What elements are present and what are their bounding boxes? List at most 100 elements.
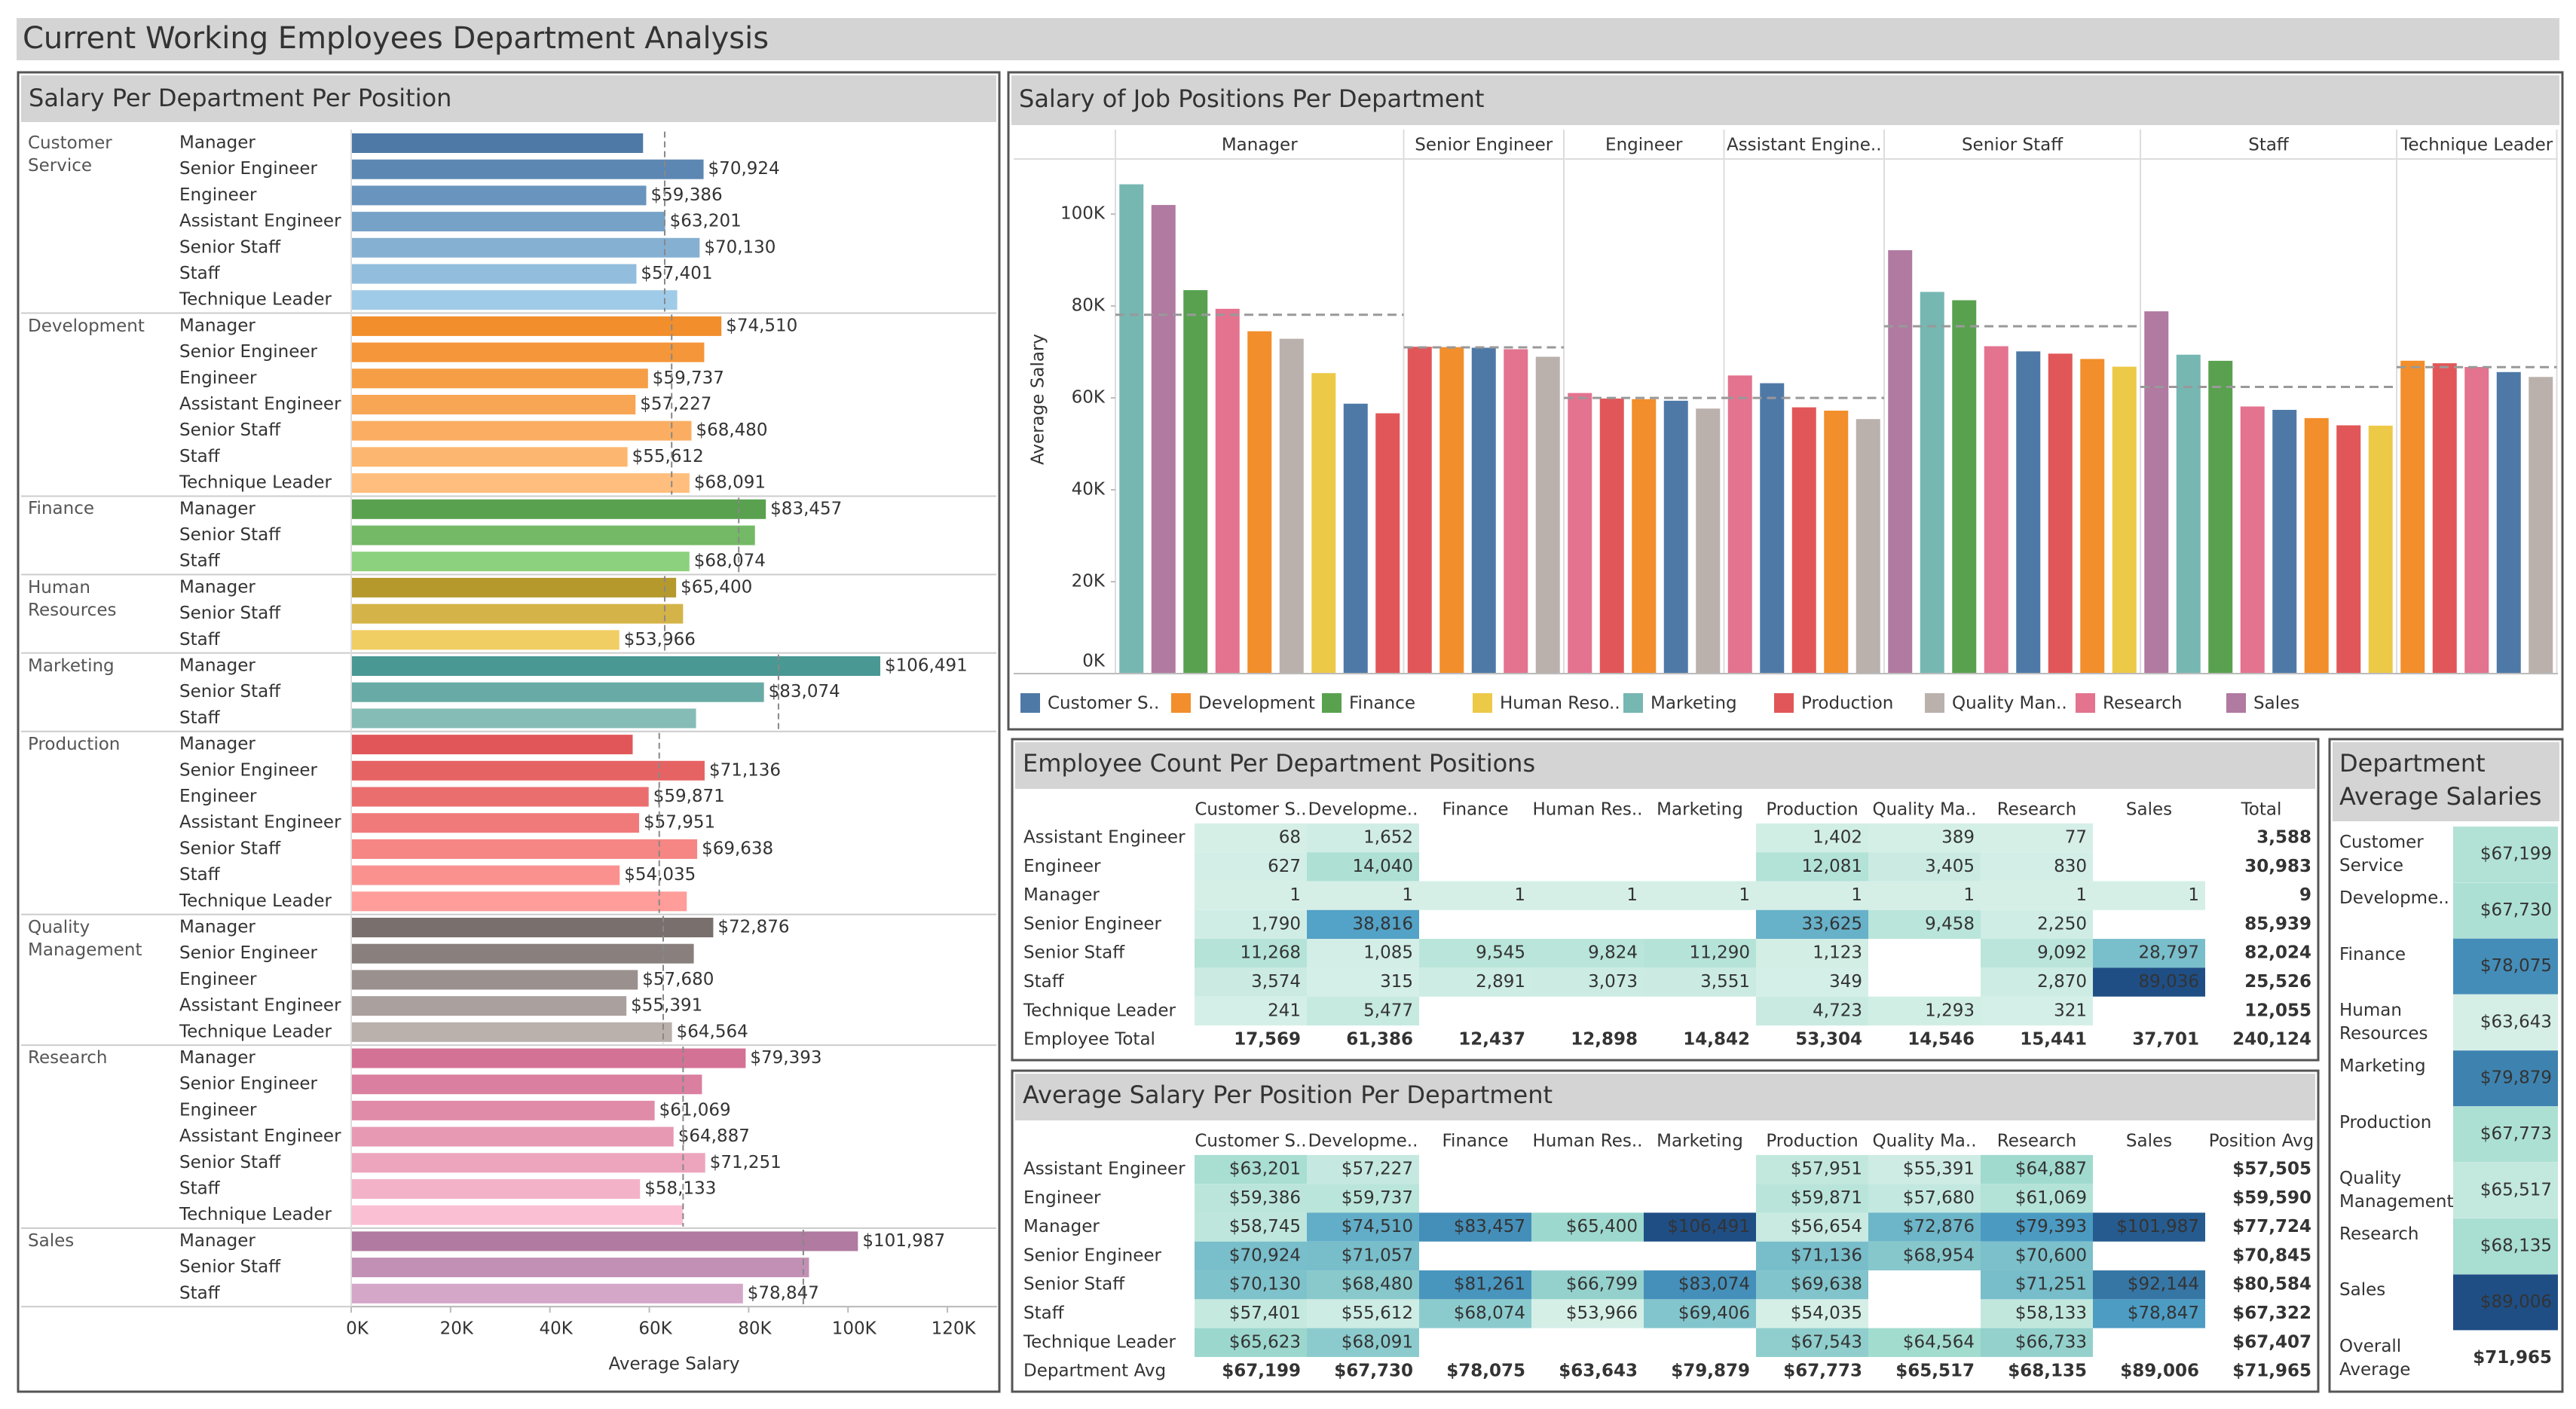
bar (351, 552, 690, 572)
position-label: Senior Staff (179, 420, 281, 440)
bar (351, 212, 665, 232)
value-label: $65,400 (681, 577, 752, 597)
bar (1311, 373, 1336, 674)
heat-cell (2093, 1299, 2205, 1328)
cell-value: $63,643 (1559, 1362, 1638, 1381)
department-label: Marketing (28, 656, 115, 676)
row-label: Research (2339, 1224, 2419, 1245)
cell-value: $57,951 (1791, 1160, 1862, 1179)
heat-cell (1195, 1328, 1307, 1357)
legend-label: Customer S.. (1048, 694, 1159, 714)
row-label: Department Avg (1023, 1362, 1166, 1381)
bar (351, 1231, 858, 1252)
panel-border (1007, 71, 2564, 731)
panel-header (2333, 742, 2559, 821)
bar (351, 996, 627, 1016)
heat-cell (1419, 1299, 1531, 1328)
bar (2464, 367, 2489, 674)
position-label: Manager (179, 577, 255, 597)
column-header: Finance (1442, 1132, 1509, 1151)
heat-cell (1195, 967, 1307, 997)
cell-value: $58,745 (1229, 1217, 1301, 1236)
bar (351, 1048, 746, 1068)
cell-value: 11,290 (1690, 943, 1750, 963)
value-label: $79,393 (750, 1048, 821, 1068)
cell-value: 241 (1268, 1001, 1301, 1020)
bar (1535, 356, 1560, 674)
row-label: Assistant Engineer (1023, 828, 1186, 848)
bar (351, 918, 714, 937)
bar (351, 499, 766, 519)
legend-swatch (1473, 693, 1492, 713)
bar (351, 630, 620, 650)
cell-value: $53,966 (1566, 1304, 1638, 1323)
bar (1215, 308, 1240, 674)
column-header: Production (1766, 1132, 1858, 1151)
bar (351, 290, 678, 310)
cell-value: $63,201 (1229, 1160, 1301, 1179)
heat-cell (2453, 1274, 2558, 1331)
cell-value: $56,654 (1791, 1217, 1862, 1236)
cell-value: $67,199 (2480, 845, 2552, 864)
bar (1824, 411, 1849, 674)
heat-cell (1868, 823, 1981, 853)
position-label: Manager (179, 735, 255, 754)
cell-value: $66,733 (2015, 1332, 2087, 1352)
cell-value: 77 (2065, 828, 2087, 848)
bar (351, 237, 700, 258)
cell-value: 4,723 (1813, 1001, 1862, 1020)
bar (2368, 425, 2393, 674)
heat-cell (1307, 1212, 1419, 1242)
row-label: Engineer (1023, 857, 1101, 876)
legend-label: Marketing (1651, 694, 1737, 714)
position-label: Staff (179, 264, 221, 283)
bar (351, 735, 633, 755)
value-label: $57,401 (641, 264, 712, 283)
cell-value: 3,073 (1588, 972, 1638, 992)
heat-cell (1195, 852, 1307, 882)
cell-value: $83,457 (1454, 1217, 1525, 1236)
row-label: Senior Engineer (1023, 914, 1162, 934)
position-label: Technique Leader (179, 1022, 332, 1041)
value-label: $71,136 (709, 760, 781, 780)
cell-value: 9 (2299, 885, 2311, 905)
panel-header (1015, 742, 2315, 789)
cell-value: 68 (1279, 828, 1301, 848)
legend-label: Sales (2253, 694, 2299, 714)
position-label: Senior Staff (179, 525, 281, 545)
cell-value: $78,847 (2128, 1304, 2199, 1323)
cell-value: 1,402 (1813, 828, 1862, 848)
cell-value: $68,091 (1342, 1332, 1413, 1352)
y-tick-label: 60K (1072, 388, 1106, 408)
bar (351, 447, 628, 467)
row-label: Technique Leader (1023, 1001, 1176, 1020)
cell-value: 1,085 (1363, 943, 1413, 963)
heat-cell (1756, 1184, 1868, 1213)
heat-cell (1756, 1212, 1868, 1242)
cell-value: 5,477 (1363, 1001, 1413, 1020)
heat-cell (1981, 1154, 2093, 1184)
value-label: $61,069 (659, 1100, 731, 1120)
cell-value: $71,057 (1342, 1245, 1413, 1265)
cell-value: $54,035 (1791, 1304, 1862, 1323)
heat-cell (2093, 1270, 2205, 1300)
heat-cell (1195, 1212, 1307, 1242)
heat-cell (1307, 1241, 1419, 1271)
department-label: Research (28, 1048, 108, 1068)
heat-cell (1419, 1270, 1531, 1300)
position-label: Staff (179, 552, 221, 571)
heat-cell (2093, 881, 2205, 910)
row-label: Overall Average (2339, 1336, 2411, 1380)
cell-value: $58,133 (2015, 1304, 2087, 1323)
cell-value: $59,737 (1342, 1188, 1413, 1208)
value-label: $59,737 (653, 368, 724, 388)
heat-cell (1756, 823, 1868, 853)
row-label: Employee Total (1023, 1030, 1155, 1050)
bar (2272, 409, 2297, 674)
legend-label: Development (1198, 694, 1315, 714)
column-header: Marketing (1657, 1132, 1743, 1151)
position-header: Senior Staff (1962, 136, 2064, 155)
position-label: Staff (179, 447, 221, 466)
bar (1760, 383, 1785, 674)
bar (351, 342, 705, 362)
